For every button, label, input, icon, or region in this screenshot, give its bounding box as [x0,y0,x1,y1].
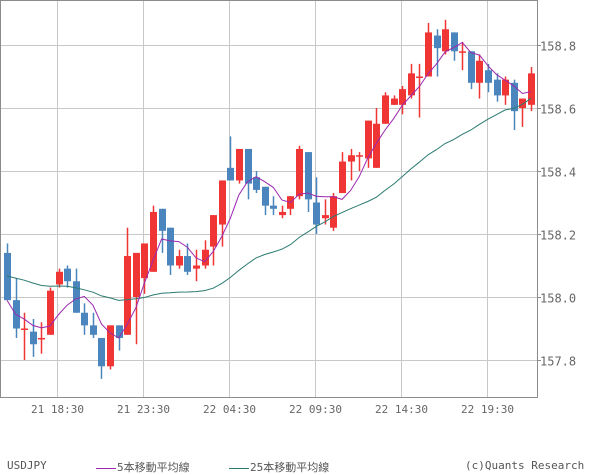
ma5-line [6,41,532,339]
candle-up [502,79,509,96]
candle-up [210,215,217,247]
candle-down [64,268,71,282]
candle-down [313,202,320,225]
candle-up [399,89,406,105]
candle-down [184,256,191,272]
y-tick-label: 158.8 [540,40,576,54]
candle-up [47,290,54,335]
candle-down [245,148,252,184]
candle-down [494,79,501,96]
candle-up [528,73,535,105]
y-tick-label: 157.8 [540,355,576,369]
candle-up [373,123,380,168]
x-tick-label: 22 04:30 [203,403,256,416]
candle-up [459,51,466,53]
candle-down [73,281,80,313]
chart-legend: USDJPY 5本移動平均線 25本移動平均線 (c)Quants Resear… [0,459,600,475]
candle-down [511,82,518,112]
copyright: (c)Quants Research [465,459,585,472]
x-tick-label: 22 09:30 [289,403,342,416]
x-tick-label: 22 19:30 [461,403,514,416]
candle-down [159,208,166,231]
candle-up [56,271,63,285]
candle-up [519,98,526,108]
candle-down [262,186,269,206]
candle-up [339,161,346,194]
candle-down [227,167,234,181]
ma25-line [6,97,532,301]
candle-up [416,76,423,78]
candle-up [236,148,243,181]
candlestick-chart: 157.8 158.0 158.2 158.4 158.6 158.8 21 18:30 21… [0,0,576,416]
candle-up [219,180,226,225]
candle-up [382,95,389,124]
candle-down [270,205,277,209]
x-tick-label: 21 23:30 [117,403,170,416]
legend-symbol: USDJPY [7,459,47,472]
candle-up [330,196,337,228]
legend-ma5: 5本移動平均線 [96,459,190,475]
candle-down [30,331,37,345]
candle-up [365,120,372,159]
candle-down [167,227,174,266]
x-tick-label: 21 18:30 [31,403,84,416]
legend-ma25-label: 25本移動平均線 [250,461,330,474]
candle-up [141,243,148,279]
candle-down [81,312,88,326]
candle-up [476,60,483,83]
x-tick-label: 22 14:30 [375,403,428,416]
ma5-line-icon [96,467,116,469]
candle-down [434,35,441,49]
candle-up [124,256,131,335]
candle-down [253,177,260,190]
candle-down [98,337,105,367]
candle-up [408,73,415,96]
plot-frame [0,0,538,398]
candle-up [107,325,114,367]
y-tick-label: 158.6 [540,103,576,117]
candle-up [425,32,432,77]
candle-down [305,152,312,200]
candle-up [322,215,329,219]
candle-up [348,155,355,162]
candle-up [296,148,303,197]
candle-up [21,328,28,330]
candle-down [468,51,475,83]
candle-up [202,249,209,266]
candle-down [451,32,458,52]
legend-ma5-label: 5本移動平均線 [117,461,190,474]
y-tick-label: 158.0 [540,292,576,306]
candle-up [150,211,157,272]
candle-up [391,98,398,105]
candle-up [442,29,449,52]
candle-down [485,70,492,83]
legend-ma25: 25本移動平均線 [229,459,329,475]
ma25-line-icon [229,467,249,469]
candle-down [116,325,123,338]
candle-down [90,325,97,335]
candle-up [193,265,200,269]
candle-up [38,337,45,340]
y-tick-label: 158.2 [540,229,576,243]
y-tick-label: 158.4 [540,166,576,180]
candle-up [176,256,183,266]
candle-up [279,211,286,216]
candle-up [133,252,140,297]
candle-up [356,155,363,157]
